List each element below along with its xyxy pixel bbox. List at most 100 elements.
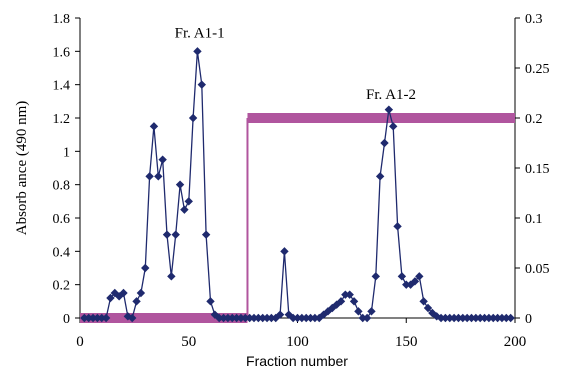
x-tick-label: 50: [181, 334, 196, 350]
data-point-marker: [484, 313, 494, 323]
data-point-marker: [341, 290, 350, 299]
peak-annotation: Fr. A1-2: [366, 87, 416, 103]
y2-tick-label: 0.2: [525, 112, 543, 127]
data-point-marker: [149, 122, 159, 131]
data-point-marker: [262, 313, 272, 323]
data-point-marker: [171, 230, 180, 239]
x-axis-title: Fraction number: [246, 353, 348, 369]
y-tick-label: 0.8: [53, 179, 71, 194]
y-tick-label: 0.4: [53, 245, 71, 260]
y2-tick-label: 0.05: [525, 262, 550, 277]
data-point-marker: [462, 313, 472, 323]
data-point-marker: [502, 313, 511, 323]
data-point-marker: [402, 280, 411, 289]
data-point-marker: [97, 313, 106, 323]
data-point-marker: [389, 122, 398, 131]
data-point-marker: [197, 80, 206, 89]
data-point-marker: [267, 313, 276, 323]
annotations: Fr. A1-1 Fr. A1-2: [175, 25, 416, 103]
data-point-marker: [380, 138, 389, 148]
y-axis-title: Absorb ance (490 nm): [14, 101, 30, 236]
data-point-marker: [254, 313, 263, 323]
y-tick-label: 1.2: [53, 112, 71, 127]
data-point-marker: [445, 313, 454, 323]
data-point-marker: [215, 313, 224, 323]
data-point-marker: [228, 313, 237, 323]
data-point-marker: [358, 313, 367, 323]
data-point-marker: [345, 290, 354, 299]
peak-annotation: Fr. A1-1: [175, 25, 225, 41]
data-point-marker: [302, 313, 311, 323]
y-tick-label: 1: [63, 145, 70, 160]
data-point-marker: [188, 113, 198, 123]
axis-ticks: 0 0.2 0.4 0.6 0.8 1 1.2 1.4 1.6 1.8 0 0.05 0.1 0.15 0.…: [53, 12, 550, 350]
y2-tick-label: 0.25: [525, 62, 550, 77]
data-point-marker: [419, 297, 428, 306]
data-point-marker: [310, 313, 320, 323]
data-point-marker: [371, 272, 380, 281]
data-point-marker: [219, 313, 228, 323]
data-point-marker: [128, 313, 137, 323]
y-tick-label: 0.6: [53, 212, 71, 227]
data-point-marker: [84, 313, 93, 323]
data-point-marker: [180, 205, 189, 214]
data-point-marker: [393, 222, 402, 231]
data-point-marker: [415, 272, 424, 281]
data-point-marker: [206, 297, 215, 306]
data-point-marker: [80, 313, 89, 323]
data-point-marker: [297, 313, 307, 323]
data-point-marker: [193, 47, 202, 56]
data-point-marker: [288, 313, 298, 323]
data-point-marker: [184, 197, 193, 206]
data-point-marker: [449, 313, 459, 323]
data-point-marker: [136, 288, 146, 298]
data-point-marker: [154, 172, 163, 181]
x-tick-label: 150: [395, 334, 418, 350]
y-tick-label: 1.8: [53, 12, 71, 27]
x-tick-label: 100: [286, 334, 309, 350]
data-point-marker: [423, 303, 433, 313]
y2-tick-label: 0.3: [525, 12, 543, 27]
data-point-marker: [93, 313, 102, 323]
data-point-marker: [458, 313, 467, 323]
data-point-marker: [201, 230, 211, 239]
plot-area: [79, 18, 516, 319]
data-point-marker: [467, 313, 476, 323]
data-point-marker: [489, 313, 498, 323]
data-point-marker: [336, 297, 346, 306]
data-point-marker: [454, 313, 463, 323]
series-layer: [80, 47, 515, 323]
data-point-marker: [384, 105, 394, 114]
data-point-marker: [158, 155, 167, 164]
x-tick-label: 200: [504, 334, 527, 350]
data-point-marker: [106, 293, 115, 303]
data-point-marker: [476, 313, 485, 323]
data-point-marker: [119, 288, 128, 298]
data-point-marker: [441, 313, 450, 323]
y-tick-label: 1.4: [53, 79, 71, 94]
data-point-marker: [232, 313, 241, 323]
y-tick-label: 1.6: [53, 45, 71, 60]
data-point-marker: [293, 313, 302, 323]
data-point-marker: [280, 247, 289, 256]
data-point-marker: [132, 297, 141, 306]
data-point-marker: [101, 313, 111, 323]
data-point-marker: [306, 313, 315, 323]
data-point-marker: [245, 313, 254, 323]
data-point-marker: [506, 313, 515, 323]
data-point-marker: [275, 310, 285, 319]
data-point-marker: [162, 230, 172, 239]
data-point-marker: [471, 313, 481, 323]
data-point-marker: [375, 172, 385, 181]
data-point-marker: [249, 313, 259, 323]
data-point-marker: [397, 272, 407, 281]
data-point-marker: [88, 313, 98, 323]
data-point-marker: [493, 313, 502, 323]
absorbance-series-line: [84, 51, 511, 319]
data-point-marker: [480, 313, 489, 323]
data-point-marker: [236, 313, 246, 323]
data-point-marker: [145, 172, 154, 181]
y-tick-label: 0: [63, 312, 70, 327]
y-tick-label: 0.2: [53, 279, 71, 294]
